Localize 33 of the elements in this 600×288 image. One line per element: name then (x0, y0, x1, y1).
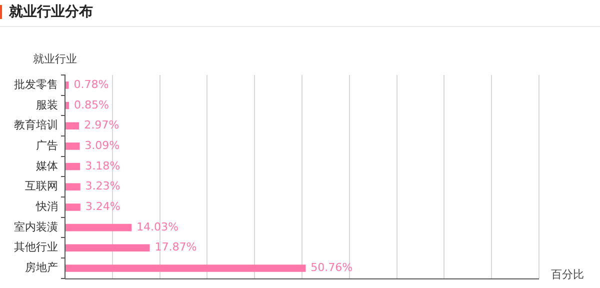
y-tick-label: 互联网 (25, 180, 58, 193)
bar (66, 142, 80, 150)
y-tick-label: 快消 (35, 200, 58, 214)
data-label: 0.78% (74, 78, 109, 92)
data-label: 14.03% (136, 220, 178, 234)
bar (66, 122, 80, 130)
y-axis-title: 就业行业 (33, 52, 77, 66)
data-label: 3.23% (85, 180, 120, 193)
y-tick-label: 媒体 (36, 159, 58, 172)
y-tick-label: 服装 (36, 98, 58, 112)
data-label: 17.87% (154, 240, 197, 254)
bar (66, 224, 132, 232)
bar (66, 244, 150, 252)
y-tick-label: 广告 (36, 139, 58, 152)
data-label: 0.85% (74, 98, 109, 112)
y-tick-label: 房地产 (25, 261, 58, 274)
data-label: 2.97% (84, 118, 120, 132)
y-tick-label: 其他行业 (14, 240, 58, 254)
y-tick-label: 批发零售 (14, 78, 58, 92)
bar (66, 183, 80, 191)
x-axis-title: 百分比 (551, 268, 584, 281)
y-tick-label: 室内装潢 (14, 220, 58, 234)
data-label: 50.76% (310, 261, 353, 274)
bar (66, 82, 69, 89)
bar (66, 264, 306, 272)
data-label: 3.24% (85, 200, 120, 214)
bar (66, 162, 80, 170)
y-tick-label: 教育培训 (14, 118, 58, 132)
chart-title: 就业行业分布 (9, 3, 93, 21)
data-label: 3.18% (85, 159, 120, 172)
bar (66, 102, 70, 110)
bar (66, 204, 80, 211)
data-label: 3.09% (84, 139, 120, 152)
